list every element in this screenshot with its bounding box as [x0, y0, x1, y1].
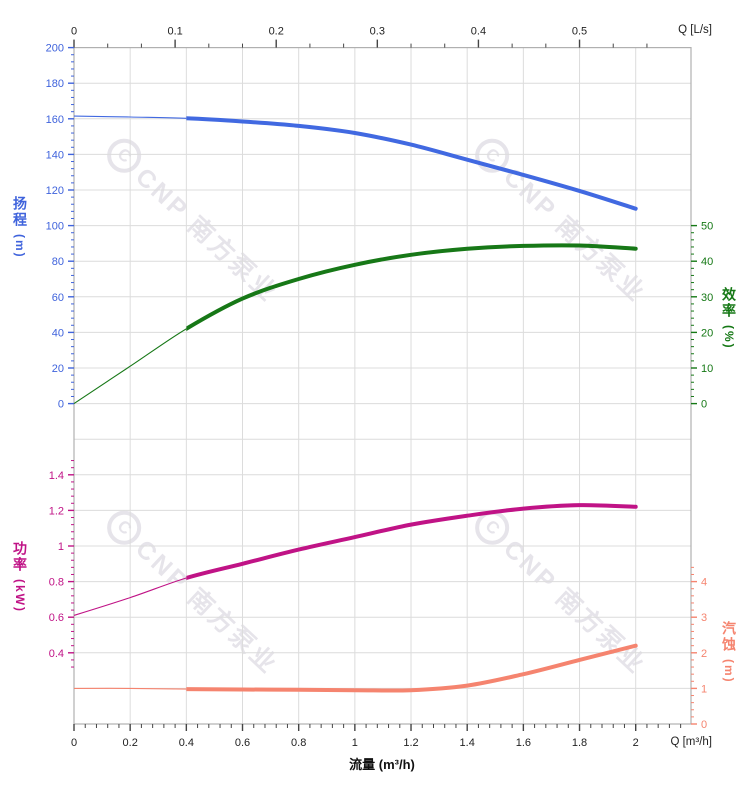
npsh-axis-ticks: 0 1 2 3 4 [691, 566, 707, 731]
svg-text:0: 0 [701, 719, 707, 731]
top-axis-unit-label: Q [L/s] [678, 24, 712, 36]
svg-text:20: 20 [701, 327, 713, 339]
power-curve [186, 503, 638, 581]
svg-text:1: 1 [58, 541, 64, 553]
power-curve-thin [73, 577, 187, 616]
svg-text:1.2: 1.2 [403, 737, 418, 749]
efficiency-curve-thin [73, 328, 187, 405]
gridlines [74, 47, 691, 724]
svg-text:1.2: 1.2 [49, 505, 64, 517]
svg-text:160: 160 [46, 114, 64, 126]
svg-text:0.4: 0.4 [471, 26, 486, 38]
svg-text:3: 3 [701, 612, 707, 624]
svg-text:140: 140 [46, 149, 64, 161]
efficiency-axis-label: 效率(%) [721, 287, 737, 350]
svg-text:1: 1 [701, 683, 707, 695]
svg-text:1.8: 1.8 [572, 737, 587, 749]
efficiency-curve [186, 243, 638, 332]
power-axis-label: 功率(kW) [12, 541, 28, 613]
npsh-curve-thin [73, 687, 187, 690]
svg-text:1.4: 1.4 [460, 737, 475, 749]
svg-text:80: 80 [52, 256, 64, 268]
svg-text:50: 50 [701, 221, 713, 233]
svg-text:0: 0 [58, 399, 64, 411]
svg-text:0: 0 [71, 737, 77, 749]
svg-text:0.8: 0.8 [291, 737, 306, 749]
svg-text:1.6: 1.6 [516, 737, 531, 749]
svg-text:2: 2 [633, 737, 639, 749]
plot-frame [73, 46, 692, 725]
svg-text:60: 60 [52, 292, 64, 304]
svg-text:0.2: 0.2 [269, 26, 284, 38]
npsh-axis-label: 汽蚀(m) [721, 621, 737, 684]
svg-text:40: 40 [52, 327, 64, 339]
svg-text:4: 4 [701, 577, 707, 589]
svg-text:180: 180 [46, 78, 64, 90]
svg-text:2: 2 [701, 648, 707, 660]
svg-text:0: 0 [701, 399, 707, 411]
head-axis-ticks: 0 20 40 60 80 100 120 140 160 180 200 [46, 43, 74, 411]
svg-text:0.4: 0.4 [49, 648, 64, 660]
svg-text:0.4: 0.4 [179, 737, 194, 749]
svg-text:10: 10 [701, 363, 713, 375]
power-axis-ticks: 0.4 0.6 0.8 1 1.2 1.4 [49, 460, 74, 668]
svg-text:0: 0 [71, 26, 77, 38]
bottom-axis-unit-label: Q [m³/h] [670, 736, 712, 748]
svg-text:0.1: 0.1 [167, 26, 182, 38]
svg-text:0.6: 0.6 [235, 737, 250, 749]
head-axis-label: 扬程(m) [12, 196, 28, 259]
head-curve [186, 116, 638, 211]
svg-text:0.8: 0.8 [49, 577, 64, 589]
svg-text:120: 120 [46, 185, 64, 197]
svg-text:0.6: 0.6 [49, 612, 64, 624]
x-axis-title: 流量 (m³/h) [349, 757, 415, 772]
svg-text:0.5: 0.5 [572, 26, 587, 38]
svg-text:1: 1 [352, 737, 358, 749]
head-curve-thin [73, 115, 187, 119]
svg-text:0.3: 0.3 [370, 26, 385, 38]
svg-text:30: 30 [701, 292, 713, 304]
top-axis-ticks: 0 0.1 0.2 0.3 0.4 0.5 [71, 26, 648, 48]
svg-text:20: 20 [52, 363, 64, 375]
svg-text:40: 40 [701, 256, 713, 268]
svg-text:200: 200 [46, 43, 64, 55]
svg-text:1.4: 1.4 [49, 470, 64, 482]
npsh-curve [186, 643, 638, 693]
svg-text:100: 100 [46, 221, 64, 233]
bottom-axis-ticks: 0 0.2 0.4 0.6 0.8 1 1.2 1.4 1.6 1.8 2 [71, 724, 682, 749]
efficiency-axis-ticks: 0 10 20 30 40 50 [691, 221, 713, 411]
svg-text:0.2: 0.2 [123, 737, 138, 749]
